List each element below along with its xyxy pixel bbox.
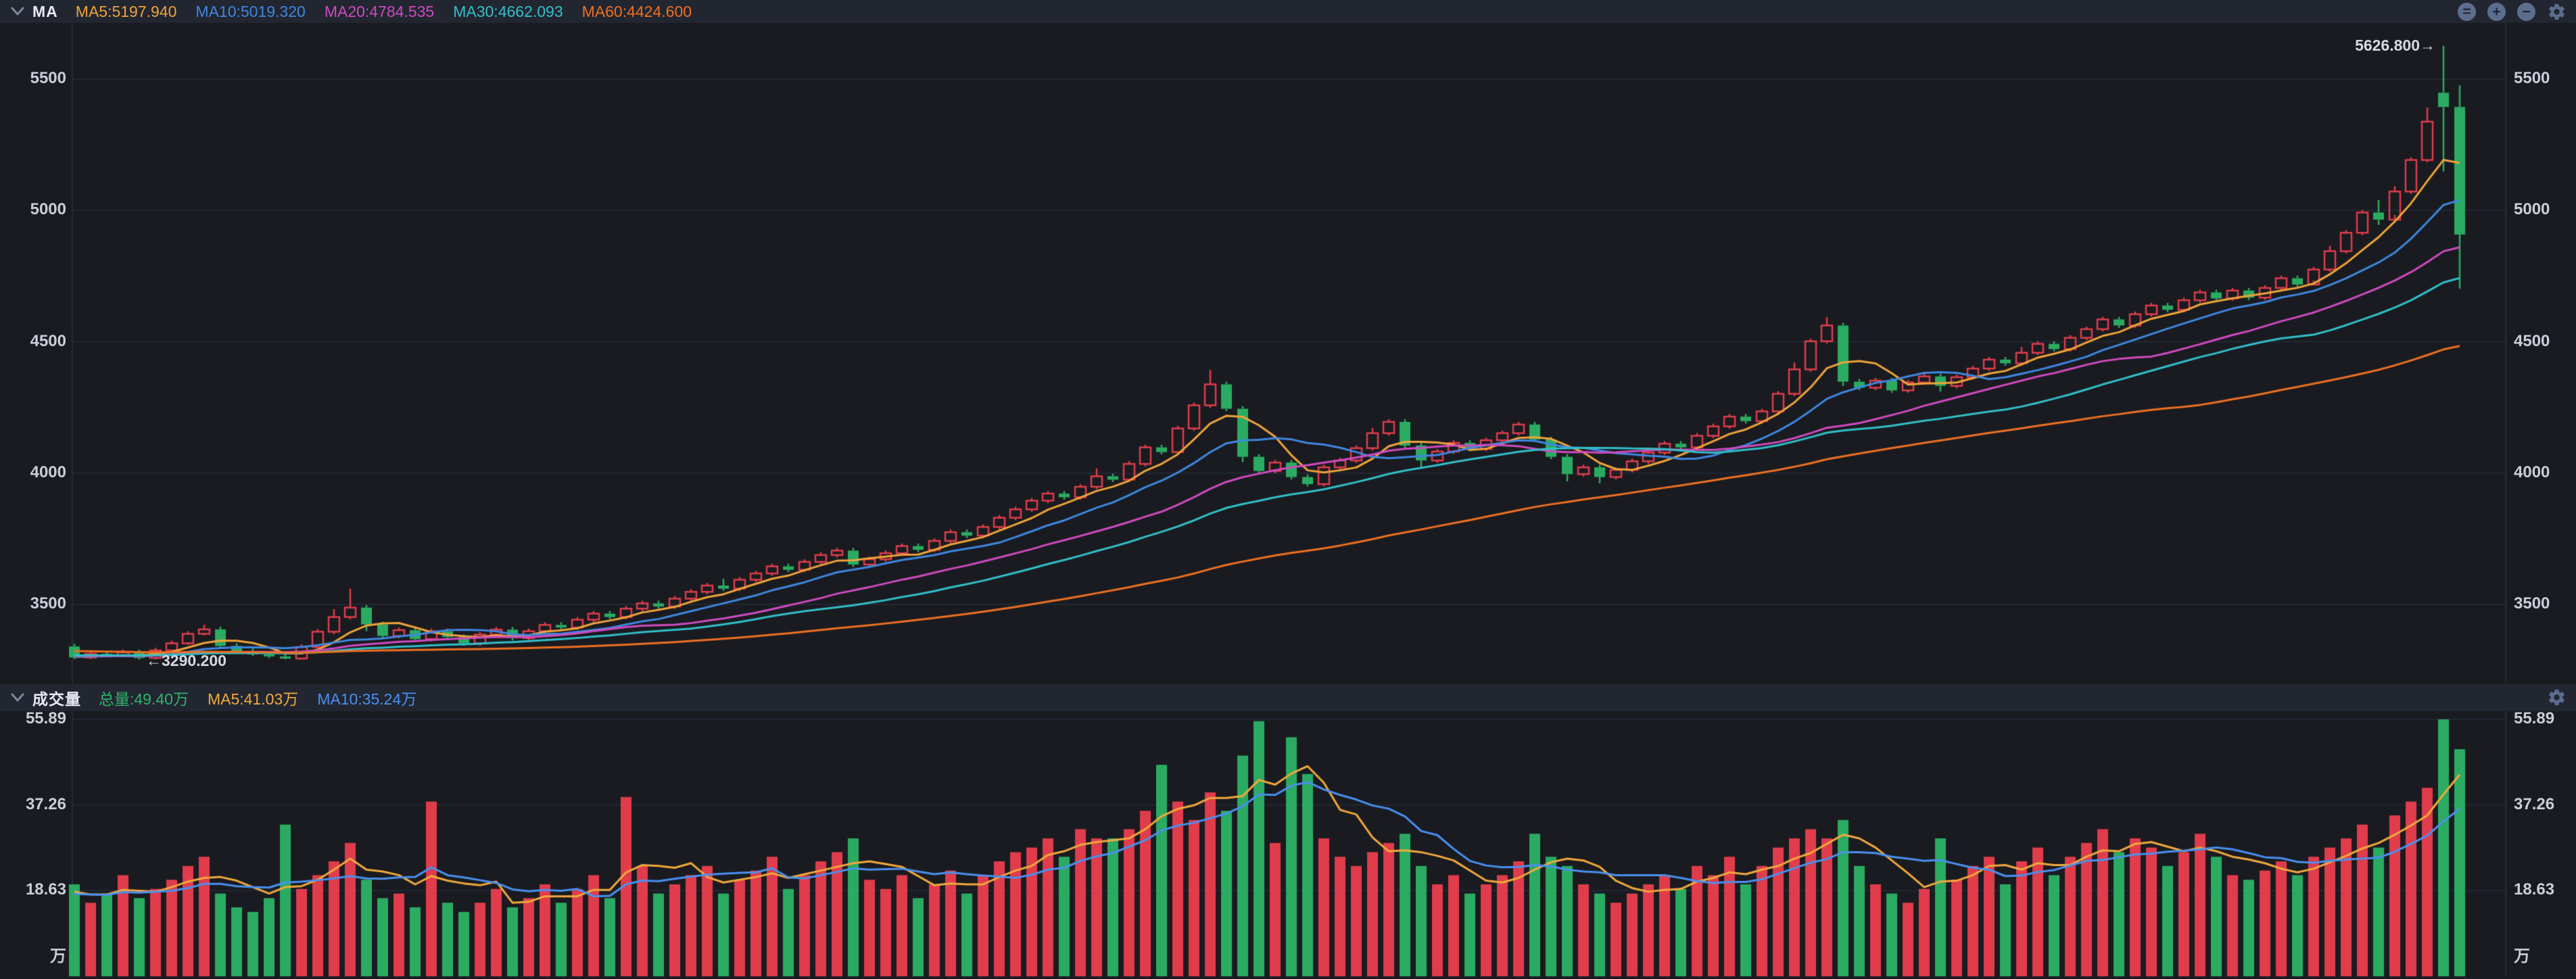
settings-gear-icon[interactable] <box>2547 2 2567 22</box>
volume-unit-label-left: 万 <box>50 947 66 965</box>
volume-axis-tick-right: 18.63 <box>2514 880 2555 899</box>
total-volume-readout: 总量:49.40万 <box>99 690 189 708</box>
volume-ma5-readout: MA5:41.03万 <box>207 690 299 708</box>
price-axis-tick-left: 5500 <box>30 69 66 87</box>
volume-axis-tick-right: 37.26 <box>2514 794 2555 813</box>
volume-settings-gear-icon[interactable] <box>2547 688 2567 707</box>
ma5-readout: MA5:5197.940 <box>75 2 177 20</box>
zoom-in-icon[interactable]: + <box>2487 2 2506 21</box>
highest-price-annotation: 5626.800→ <box>2355 36 2435 54</box>
volume-axis-tick-left: 37.26 <box>25 794 66 813</box>
price-axis-tick-left: 4500 <box>30 331 66 350</box>
price-axis-tick-left: 5000 <box>30 200 66 219</box>
price-axis-tick-right: 3500 <box>2514 594 2550 613</box>
price-axis-tick-left: 4000 <box>30 462 66 481</box>
preset-circle-icon[interactable]: = <box>2458 2 2476 21</box>
volume-unit-label-right: 万 <box>2514 947 2530 965</box>
volume-axis-tick-right: 55.89 <box>2514 709 2555 727</box>
volume-ma10-readout: MA10:35.24万 <box>317 690 417 708</box>
price-axis-tick-right: 5000 <box>2514 200 2550 219</box>
main-chart-toolbar: MA MA5:5197.940 MA10:5019.320 MA20:4784.… <box>0 0 2576 23</box>
volume-axis-tick-left: 55.89 <box>25 709 66 727</box>
price-axis-tick-right: 5500 <box>2514 69 2550 87</box>
ma30-readout: MA30:4662.093 <box>453 2 563 20</box>
volume-axis-tick-left: 18.63 <box>25 880 66 899</box>
ma60-readout: MA60:4424.600 <box>581 2 692 20</box>
volume-pane-title: 成交量 <box>32 690 81 708</box>
indicator-title: MA <box>32 2 58 20</box>
price-axis-tick-right: 4000 <box>2514 462 2550 481</box>
chevron-down-icon[interactable] <box>9 6 26 17</box>
chart-toolbar-buttons: = + − <box>2458 0 2567 23</box>
price-axis-tick-left: 3500 <box>30 594 66 613</box>
ma20-readout: MA20:4784.535 <box>324 2 435 20</box>
ma10-readout: MA10:5019.320 <box>195 2 306 20</box>
lowest-price-annotation: ←3290.200 <box>146 651 226 669</box>
zoom-out-icon[interactable]: − <box>2517 2 2535 21</box>
price-axis-tick-right: 4500 <box>2514 331 2550 350</box>
volume-pane-header: 成交量 总量:49.40万 MA5:41.03万 MA10:35.24万 <box>0 684 2576 711</box>
chevron-down-icon[interactable] <box>9 692 26 703</box>
